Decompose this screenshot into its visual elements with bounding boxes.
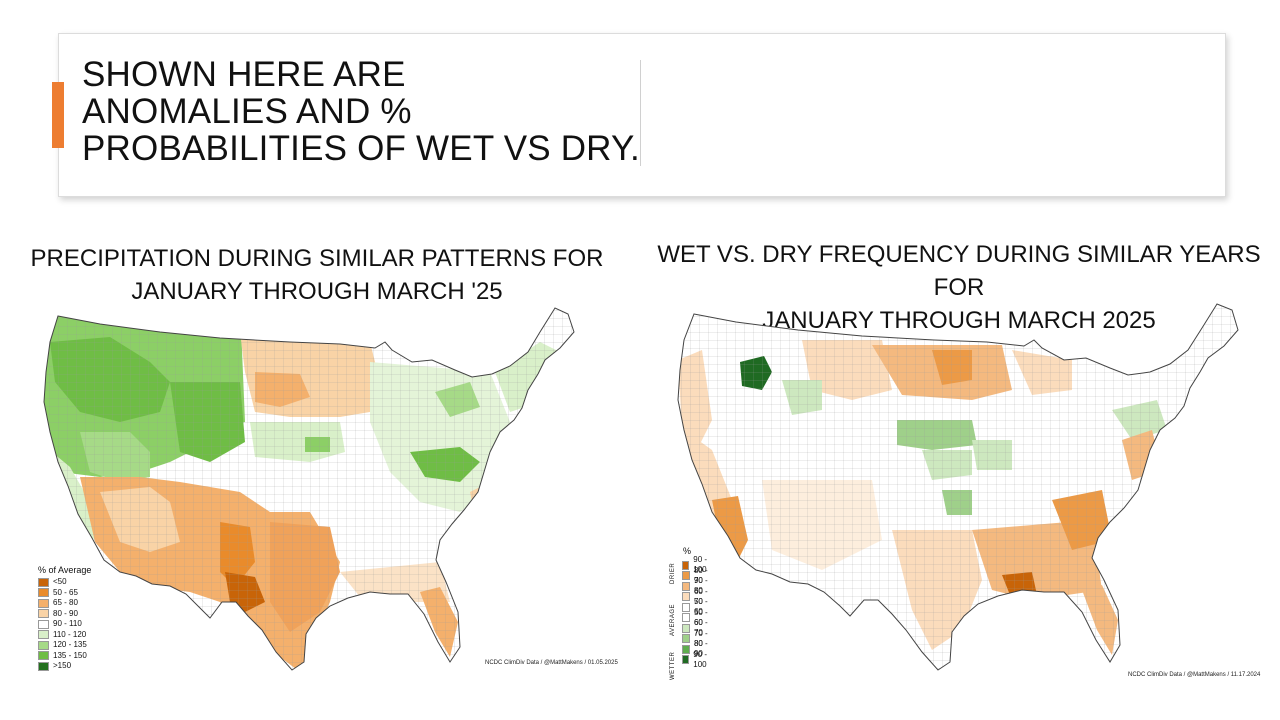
left-legend-swatch	[38, 651, 49, 661]
left-legend-title: % of Average	[38, 565, 92, 575]
left-legend-label: 90 - 110	[53, 619, 82, 629]
left-legend-label: 65 - 80	[53, 598, 78, 608]
left-map-title-line-1: PRECIPITATION DURING SIMILAR PATTERNS FO…	[30, 245, 604, 272]
right-legend-swatch	[682, 623, 690, 633]
right-legend-swatch	[682, 581, 690, 591]
right-map-credit: NCDC ClimDiv Data / @MattMakens / 11.17.…	[1128, 672, 1261, 678]
left-legend-label: 50 - 65	[53, 587, 78, 597]
right-legend-item: 60 - 70	[682, 587, 710, 606]
average-label: AVERAGE	[670, 603, 676, 636]
left-map-credit: NCDC ClimDiv Data / @MattMakens / 01.05.…	[485, 660, 618, 666]
right-legend-label: 50 - 60	[693, 597, 708, 617]
right-legend-label: 70 - 80	[693, 628, 708, 648]
left-legend-item: 90 - 110	[38, 619, 91, 630]
right-legend-item: 80 - 90	[682, 566, 710, 585]
right-legend-swatch	[682, 655, 690, 665]
left-legend-swatch	[38, 588, 49, 598]
left-legend-item: 50 - 65	[38, 588, 91, 599]
left-legend-item: 110 - 120	[38, 630, 91, 641]
right-legend-swatch	[682, 592, 690, 602]
right-legend-label: 60 - 70	[693, 618, 708, 638]
left-legend-item: >150	[38, 661, 91, 672]
right-legend-label: 90 - 100	[693, 649, 708, 669]
right-legend-item: 90 - 100	[682, 555, 710, 574]
left-map-title-line-2: JANUARY THROUGH MARCH '25	[131, 278, 503, 305]
left-legend-label: 135 - 150	[53, 650, 87, 660]
right-legend-label: 70 - 80	[693, 576, 708, 596]
right-legend-item: 70 - 80	[682, 576, 710, 595]
right-legend-swatch	[682, 644, 690, 654]
left-legend-item: 65 - 80	[38, 598, 91, 609]
right-legend-item: 90 - 100	[682, 650, 710, 669]
right-legend-label: 90 - 100	[693, 555, 708, 575]
drier-label: DRIER	[670, 562, 676, 584]
left-legend-swatch	[38, 598, 49, 608]
left-legend-swatch	[38, 640, 49, 650]
precipitation-anomaly-map	[43, 307, 575, 671]
left-legend-item: 135 - 150	[38, 651, 91, 662]
right-legend-item: 80 - 90	[682, 639, 710, 658]
right-legend-swatch	[682, 634, 690, 644]
left-legend-swatch	[38, 609, 49, 619]
slide-title-line-2: ANOMALIES AND %	[82, 92, 412, 131]
left-legend-item: 80 - 90	[38, 609, 91, 620]
right-legend-label: 80 - 90	[693, 639, 708, 659]
right-legend-swatch	[682, 602, 690, 612]
left-legend-item: <50	[38, 577, 91, 588]
accent-bar	[52, 82, 64, 148]
title-divider	[640, 60, 641, 166]
right-legend-swatch	[682, 560, 690, 570]
left-legend-label: 110 - 120	[53, 629, 87, 639]
left-legend-label: >150	[53, 661, 72, 671]
right-map-title-line-2: JANUARY THROUGH MARCH 2025	[762, 307, 1156, 334]
left-legend-swatch	[38, 661, 49, 671]
right-legend-label: 60 - 70	[693, 586, 708, 606]
left-legend-label: 120 - 135	[53, 640, 87, 650]
right-legend-label: 80 - 90	[693, 565, 708, 585]
right-map-title: WET VS. DRY FREQUENCY DURING SIMILAR YEA…	[644, 238, 1274, 337]
right-legend-item: 70 - 80	[682, 629, 710, 648]
right-legend-swatch	[682, 613, 690, 623]
left-map-title: PRECIPITATION DURING SIMILAR PATTERNS FO…	[10, 242, 624, 308]
right-legend-item: 50 - 60	[682, 608, 710, 627]
left-legend-swatch	[38, 577, 49, 587]
slide-title-line-3: PROBABILITIES OF WET VS DRY.	[82, 129, 640, 168]
title-card	[58, 33, 1226, 197]
right-legend-item: 50 - 60	[682, 597, 710, 616]
right-legend-label: 50 - 60	[693, 607, 708, 627]
left-legend-label: 80 - 90	[53, 608, 78, 618]
right-legend-item: 60 - 70	[682, 618, 710, 637]
left-legend-swatch	[38, 619, 49, 629]
right-legend-title: %	[683, 546, 692, 556]
left-legend-swatch	[38, 630, 49, 640]
wet-dry-frequency-map	[677, 303, 1239, 671]
left-map-legend: % of Average <50 50 - 65 65 - 80 80 - 90 90 …	[38, 565, 91, 672]
right-map-title-line-1: WET VS. DRY FREQUENCY DURING SIMILAR YEA…	[657, 241, 1261, 301]
right-legend-swatch	[682, 571, 690, 581]
wetter-label: WETTER	[670, 651, 676, 680]
slide-title-line-1: SHOWN HERE ARE	[82, 55, 406, 94]
left-legend-label: <50	[53, 577, 67, 587]
slide-title: SHOWN HERE ARE ANOMALIES AND % PROBABILI…	[82, 56, 642, 167]
left-legend-item: 120 - 135	[38, 640, 91, 651]
